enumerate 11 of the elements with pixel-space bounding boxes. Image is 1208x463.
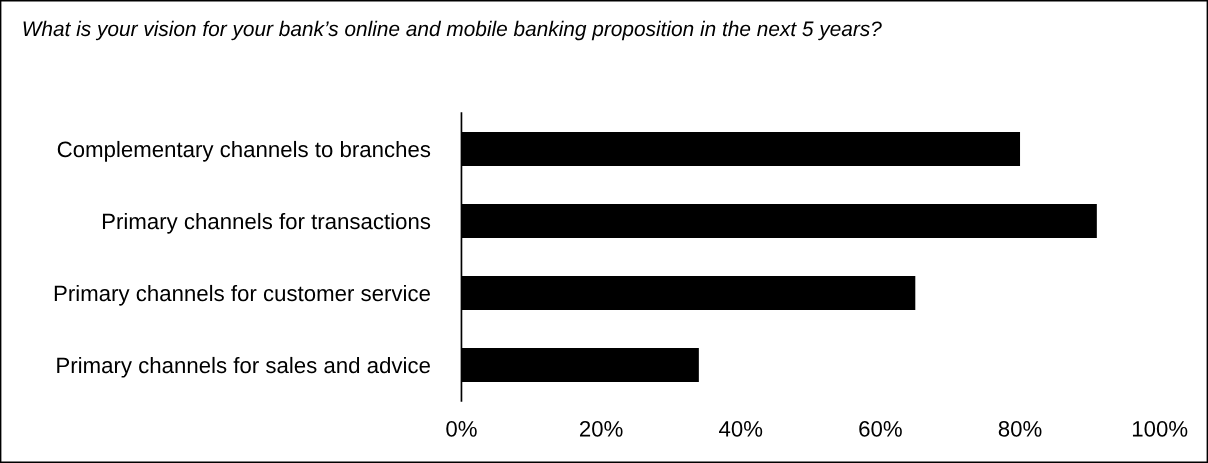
x-tick-label: 0% <box>446 420 477 437</box>
y-tick-label: Complementary channels to branches <box>57 140 431 162</box>
x-tick-label: 60% <box>859 420 902 437</box>
x-tick-label: 100% <box>1132 420 1188 437</box>
x-tick-label: 40% <box>719 420 763 437</box>
y-tick-label: Primary channels for customer service <box>54 284 430 306</box>
y-tick-label: Primary channels for sales and advice <box>57 356 430 378</box>
y-tick-label: Primary channels for transactions <box>102 212 431 234</box>
x-tick-label: 20% <box>579 420 623 437</box>
x-tick-label: 80% <box>998 420 1042 437</box>
chart-title: What is your vision for your bank’s online and mobile banking proposition in the next 5 years? <box>23 20 882 41</box>
